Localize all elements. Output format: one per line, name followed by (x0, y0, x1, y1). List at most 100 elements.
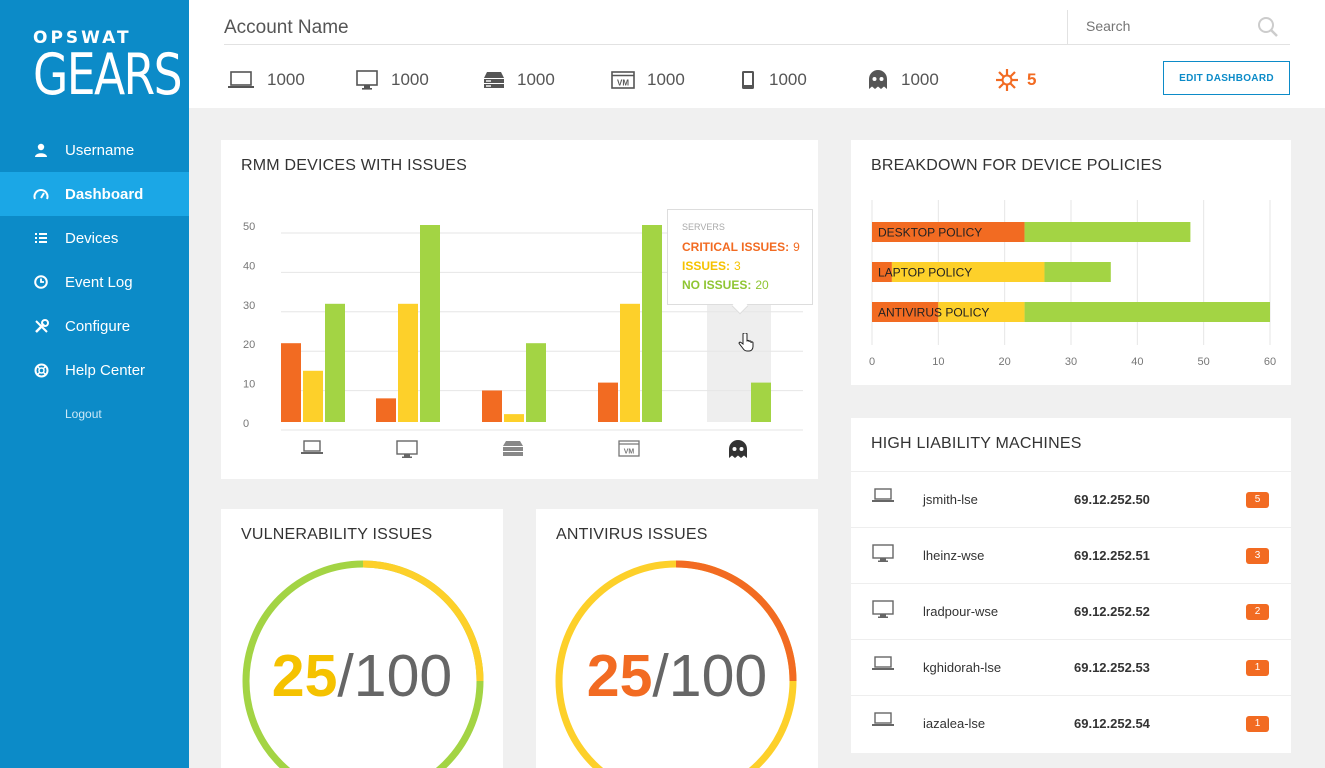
bar-no-issues[interactable] (642, 225, 662, 422)
sidebar-item-label: Username (65, 141, 135, 159)
tooltip-no-issues: NO ISSUES: 20 (682, 278, 769, 292)
card-title: RMM DEVICES WITH ISSUES (241, 157, 467, 174)
machine-name[interactable]: iazalea-lse (923, 716, 986, 731)
search-input[interactable] (1086, 18, 1276, 34)
y-tick-label: 50 (243, 221, 255, 233)
vulnerability-score: 25/100 (221, 642, 503, 710)
desktop-icon (356, 70, 378, 90)
bar-segment-ok[interactable] (1044, 262, 1111, 282)
antivirus-score: 25/100 (536, 642, 818, 710)
laptop-icon (301, 440, 323, 454)
bar-critical-issues[interactable] (598, 382, 618, 422)
x-tick-label: 10 (932, 356, 944, 368)
table-row[interactable]: kghidorah-lse 69.12.252.53 1 (851, 639, 1291, 695)
count-value: 1000 (391, 70, 429, 89)
table-row[interactable]: jsmith-lse 69.12.252.50 5 (851, 471, 1291, 527)
count-unknown[interactable]: 1000 (867, 70, 995, 90)
bar-segment-critical[interactable] (872, 302, 939, 322)
bar-issues[interactable] (504, 414, 524, 422)
machine-name[interactable]: jsmith-lse (923, 492, 978, 507)
table-row[interactable]: lheinz-wse 69.12.252.51 3 (851, 527, 1291, 583)
bar-segment-issues[interactable] (938, 302, 1025, 322)
sidebar-item-event-log[interactable]: Event Log (0, 260, 189, 304)
y-tick-label: 40 (243, 260, 255, 272)
desktop-icon (872, 600, 896, 623)
server-icon (484, 72, 504, 88)
sidebar-item-label: Devices (65, 229, 119, 247)
antivirus-issues-card: ANTIVIRUS ISSUES 25/100 (536, 509, 818, 768)
sidebar-item-help-center[interactable]: Help Center (0, 348, 189, 392)
bar-segment-issues[interactable] (891, 262, 1045, 282)
tooltip-critical: CRITICAL ISSUES: 9 (682, 240, 800, 254)
tooltip-critical-label: CRITICAL ISSUES: (682, 240, 790, 254)
bar-critical-issues[interactable] (482, 390, 502, 422)
sidebar-item-username[interactable]: Username (0, 128, 189, 172)
bar-issues[interactable] (620, 303, 640, 422)
tooltip-no-issues-value: 20 (755, 278, 769, 292)
table-row[interactable]: iazalea-lse 69.12.252.54 1 (851, 695, 1291, 751)
bar-critical-issues[interactable] (281, 343, 301, 422)
account-name: Account Name (224, 17, 349, 38)
bar-no-issues[interactable] (526, 343, 546, 422)
count-value: 1000 (647, 70, 685, 89)
x-tick-label: 20 (999, 356, 1011, 368)
bar-critical-issues[interactable] (376, 398, 396, 422)
antivirus-gauge (555, 560, 797, 768)
vulnerability-gauge-arc (362, 560, 484, 682)
gauge-icon (33, 186, 49, 202)
sidebar-item-devices[interactable]: Devices (0, 216, 189, 260)
sidebar: OPSWAT GEARS Username Dashboard Devices (0, 0, 189, 768)
device-counts: 1000 1000 1000 VM 1000 1000 1000 5 (227, 68, 1036, 92)
pointer-cursor-icon (738, 333, 754, 352)
rmm-devices-card: RMM DEVICES WITH ISSUES 0 10 20 30 40 50 VM SE… (221, 140, 818, 479)
search-icon[interactable] (1257, 16, 1279, 43)
sidebar-item-configure[interactable]: Configure (0, 304, 189, 348)
machine-ip: 69.12.252.51 (1074, 548, 1150, 563)
bar-no-issues[interactable] (420, 225, 440, 422)
table-row[interactable]: lradpour-wse 69.12.252.52 2 (851, 583, 1291, 639)
x-tick-label: 0 (869, 356, 875, 368)
machine-name[interactable]: lheinz-wse (923, 548, 985, 563)
count-servers[interactable]: 1000 (483, 70, 611, 90)
bar-issues[interactable] (398, 303, 418, 422)
x-tick-label: 60 (1264, 356, 1276, 368)
user-icon (33, 142, 49, 158)
issue-count-badge: 3 (1246, 547, 1269, 564)
count-tablets[interactable]: 1000 (739, 70, 867, 90)
x-tick-label: 30 (1065, 356, 1077, 368)
bar-no-issues[interactable] (751, 382, 771, 422)
server-icon (503, 441, 523, 456)
bar-segment-ok[interactable] (1024, 302, 1270, 322)
alert-burst-icon (996, 69, 1018, 91)
logout-link[interactable]: Logout (65, 407, 102, 421)
count-desktops[interactable]: 1000 (355, 70, 483, 90)
score-total: /100 (337, 643, 453, 709)
bar-segment-ok[interactable] (1024, 222, 1191, 242)
laptop-icon (872, 488, 896, 511)
tooltip-critical-value: 9 (793, 240, 800, 254)
bar-issues[interactable] (303, 370, 323, 422)
machine-name[interactable]: lradpour-wse (923, 604, 999, 619)
card-title: ANTIVIRUS ISSUES (556, 526, 708, 543)
bar-segment-critical[interactable] (872, 262, 892, 282)
tooltip-no-issues-label: NO ISSUES: (682, 278, 752, 292)
alert-count[interactable]: 5 (995, 68, 1036, 92)
header: Account Name 1000 1000 1000 VM 1000 1000… (189, 0, 1325, 108)
ghost-icon (869, 70, 887, 89)
bar-no-issues[interactable] (325, 303, 345, 422)
policy-label: LAPTOP POLICY (878, 266, 972, 280)
count-vms[interactable]: VM 1000 (611, 70, 739, 90)
laptop-icon (872, 712, 896, 735)
count-laptops[interactable]: 1000 (227, 70, 355, 90)
search-divider (1067, 10, 1068, 44)
sidebar-item-dashboard[interactable]: Dashboard (0, 172, 189, 216)
edit-dashboard-button[interactable]: EDIT DASHBOARD (1163, 61, 1290, 95)
machine-name[interactable]: kghidorah-lse (923, 660, 1002, 675)
issue-count-badge: 5 (1246, 491, 1269, 508)
bar-segment-critical[interactable] (872, 222, 1025, 242)
y-tick-label: 20 (243, 339, 255, 351)
y-tick-label: 0 (243, 418, 249, 430)
tools-icon (33, 318, 49, 334)
rmm-bar-chart: 0 10 20 30 40 50 VM (243, 215, 803, 458)
gears-logo[interactable]: OPSWAT GEARS (33, 30, 183, 104)
